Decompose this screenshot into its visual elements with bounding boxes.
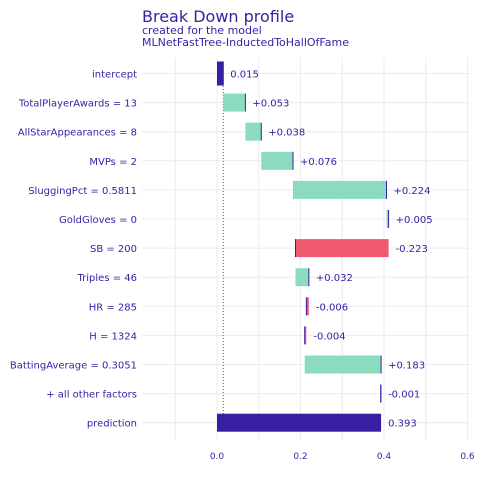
bar-10 bbox=[304, 355, 382, 374]
row-label-10: BattingAverage = 0.3051 bbox=[10, 361, 137, 372]
row-label-1: TotalPlayerAwards = 13 bbox=[18, 99, 137, 110]
value-label-6: -0.223 bbox=[396, 244, 428, 255]
row-label-8: HR = 285 bbox=[89, 302, 137, 313]
bar-0 bbox=[217, 61, 224, 86]
bar-5 bbox=[386, 210, 389, 228]
bar-2 bbox=[245, 122, 262, 141]
bar-9 bbox=[304, 326, 307, 345]
labels-layer: 0.015 intercept +0.053 TotalPlayerAwards = … bbox=[10, 70, 433, 430]
row-label-4: SluggingPct = 0.5811 bbox=[28, 186, 137, 197]
x-tick-3: 0.6 bbox=[460, 452, 475, 462]
bar-12 bbox=[217, 413, 382, 432]
row-label-2: AllStarAppearances = 8 bbox=[18, 128, 137, 139]
bar-1 bbox=[223, 93, 246, 112]
bar-7 bbox=[295, 268, 309, 287]
row-label-7: Triples = 46 bbox=[77, 273, 137, 284]
row-label-3: MVPs = 2 bbox=[89, 157, 137, 168]
value-label-11: -0.001 bbox=[388, 390, 420, 401]
value-label-7: +0.032 bbox=[316, 273, 353, 284]
value-label-3: +0.076 bbox=[300, 157, 337, 168]
row-label-9: H = 1324 bbox=[89, 331, 137, 342]
value-label-2: +0.038 bbox=[268, 128, 305, 139]
bar-4 bbox=[292, 180, 387, 199]
row-label-12: prediction bbox=[87, 419, 137, 430]
chart-subtitle-line1: created for the model bbox=[142, 24, 262, 37]
row-label-0: intercept bbox=[92, 70, 137, 81]
value-label-9: -0.004 bbox=[313, 331, 345, 342]
chart-title: Break Down profile bbox=[142, 7, 294, 26]
chart-subtitle-line2: MLNetFastTree-InductedToHallOfFame bbox=[142, 36, 349, 49]
value-label-10: +0.183 bbox=[388, 361, 425, 372]
value-label-12: 0.393 bbox=[388, 419, 417, 430]
bar-3 bbox=[261, 151, 293, 170]
x-axis-ticks: 0.0 0.2 0.4 0.6 bbox=[210, 452, 475, 462]
value-label-4: +0.224 bbox=[394, 186, 431, 197]
bars-layer bbox=[217, 61, 390, 432]
bar-8 bbox=[306, 297, 309, 316]
row-label-6: SB = 200 bbox=[90, 244, 137, 255]
x-tick-0: 0.0 bbox=[210, 452, 225, 462]
row-label-5: GoldGloves = 0 bbox=[59, 215, 137, 226]
x-tick-1: 0.2 bbox=[293, 452, 307, 462]
row-label-11: + all other factors bbox=[46, 390, 137, 401]
bar-6 bbox=[295, 239, 389, 258]
value-label-0: 0.015 bbox=[230, 70, 259, 81]
value-label-8: -0.006 bbox=[316, 302, 348, 313]
value-label-5: +0.005 bbox=[396, 215, 433, 226]
value-label-1: +0.053 bbox=[252, 99, 289, 110]
x-tick-2: 0.4 bbox=[377, 452, 392, 462]
